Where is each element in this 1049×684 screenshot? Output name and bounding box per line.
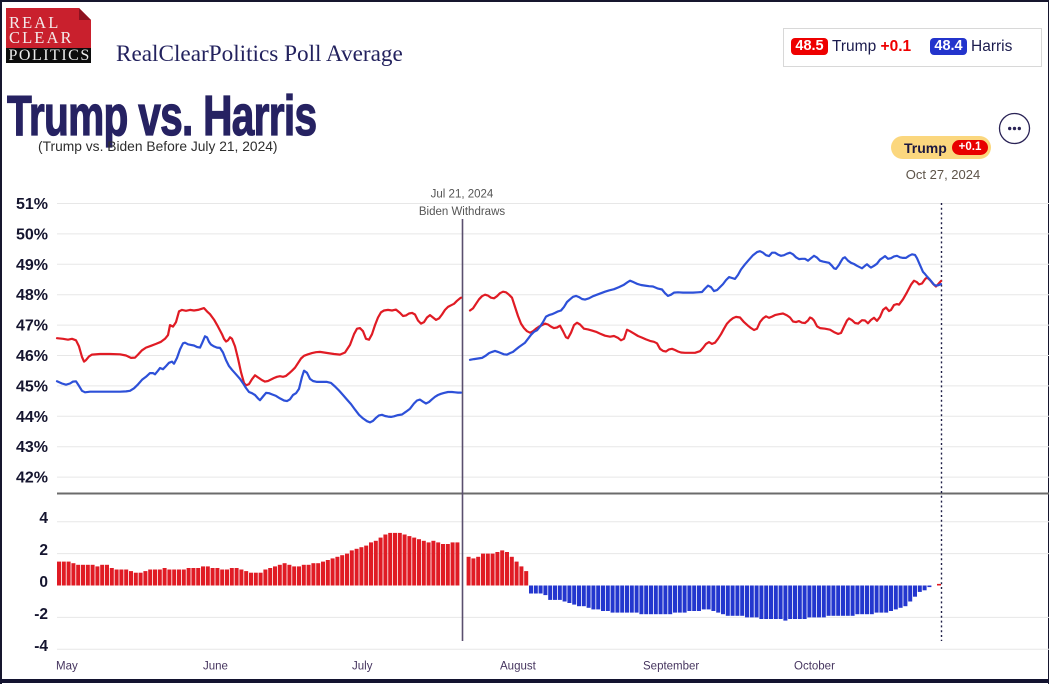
svg-text:49%: 49% — [16, 257, 48, 274]
svg-text:July: July — [352, 661, 373, 673]
svg-text:-2: -2 — [34, 606, 48, 623]
svg-text:-4: -4 — [34, 638, 48, 655]
svg-text:0: 0 — [39, 574, 48, 591]
svg-text:42%: 42% — [16, 470, 48, 487]
svg-text:45%: 45% — [16, 378, 48, 395]
svg-text:2: 2 — [39, 542, 48, 559]
svg-text:September: September — [643, 661, 699, 673]
svg-text:50%: 50% — [16, 226, 48, 243]
svg-text:Biden Withdraws: Biden Withdraws — [419, 206, 506, 218]
svg-text:48%: 48% — [16, 287, 48, 304]
svg-text:Jul 21, 2024: Jul 21, 2024 — [431, 189, 494, 201]
svg-text:47%: 47% — [16, 318, 48, 335]
svg-text:June: June — [203, 661, 228, 673]
svg-text:44%: 44% — [16, 409, 48, 426]
svg-text:4: 4 — [39, 510, 48, 527]
svg-text:46%: 46% — [16, 348, 48, 365]
svg-text:August: August — [500, 661, 537, 673]
svg-text:51%: 51% — [16, 196, 48, 213]
svg-text:May: May — [56, 661, 78, 673]
svg-text:October: October — [794, 661, 835, 673]
svg-text:43%: 43% — [16, 439, 48, 456]
